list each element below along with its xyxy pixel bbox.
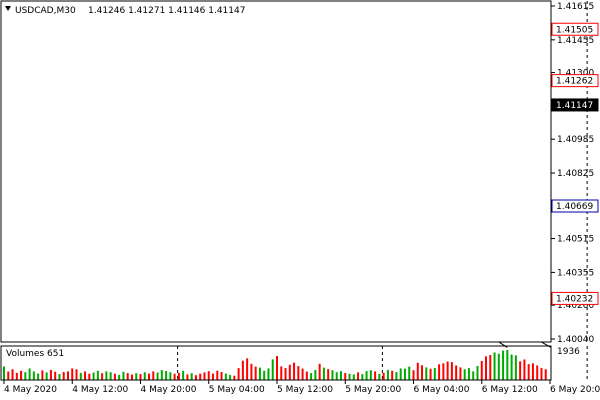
level-tag-1: 1.41262 xyxy=(556,77,593,87)
x-tick-label-4: 5 May 12:00 xyxy=(277,385,333,395)
level-tag-3-bg xyxy=(551,291,599,305)
chart-header: USDCAD,M30 1.41246 1.41271 1.41146 1.411… xyxy=(5,6,245,16)
y-tick-label-7: 1.40515 xyxy=(557,235,594,245)
x-tick-label-0: 4 May 2020 xyxy=(4,385,57,395)
y-tick-label-8: 1.40355 xyxy=(557,268,594,278)
y-tick-label-2: 1.41300 xyxy=(557,69,594,79)
x-tick-label-2: 4 May 20:00 xyxy=(141,385,197,395)
y-tick-label-5: 1.40825 xyxy=(557,169,594,179)
price-pane-frame xyxy=(0,0,552,343)
x-tick-label-8: 6 May 20:00 xyxy=(550,385,600,395)
y-tick-label-0: 1.41615 xyxy=(557,2,594,12)
volume-label: Volumes 651 xyxy=(6,349,64,359)
level-tag-0: 1.41505 xyxy=(556,25,593,35)
symbol-timeframe: USDCAD,M30 xyxy=(15,6,76,16)
y-tick-label-1: 1.41455 xyxy=(557,36,594,46)
x-tick-label-3: 5 May 04:00 xyxy=(209,385,265,395)
y-tick-label-4: 1.40985 xyxy=(557,135,594,145)
volume-axis-max: 1936 xyxy=(557,347,580,357)
volume-pane xyxy=(3,346,588,380)
ohlc-values: 1.41246 1.41271 1.41146 1.41147 xyxy=(88,6,245,16)
level-tag-3: 1.40232 xyxy=(556,294,593,304)
x-tick-label-6: 6 May 04:00 xyxy=(414,385,470,395)
level-tag-1-bg xyxy=(551,74,599,88)
level-tag-0-bg xyxy=(551,22,599,36)
x-tick-label-5: 5 May 20:00 xyxy=(345,385,401,395)
x-tick-label-1: 4 May 12:00 xyxy=(72,385,128,395)
y-tick-label-10: 1.40040 xyxy=(557,335,594,345)
current-price-tag: 1.41147 xyxy=(556,101,593,111)
level-tag-2-bg xyxy=(551,199,599,213)
level-tag-2: 1.40669 xyxy=(556,202,593,212)
x-tick-label-7: 6 May 12:00 xyxy=(482,385,538,395)
volume-pane-frame xyxy=(0,345,552,381)
y-tick-label-9: 1.40200 xyxy=(557,301,594,311)
current-price-tag-bg xyxy=(551,98,599,112)
symbol-menu-triangle-icon[interactable] xyxy=(5,6,11,11)
